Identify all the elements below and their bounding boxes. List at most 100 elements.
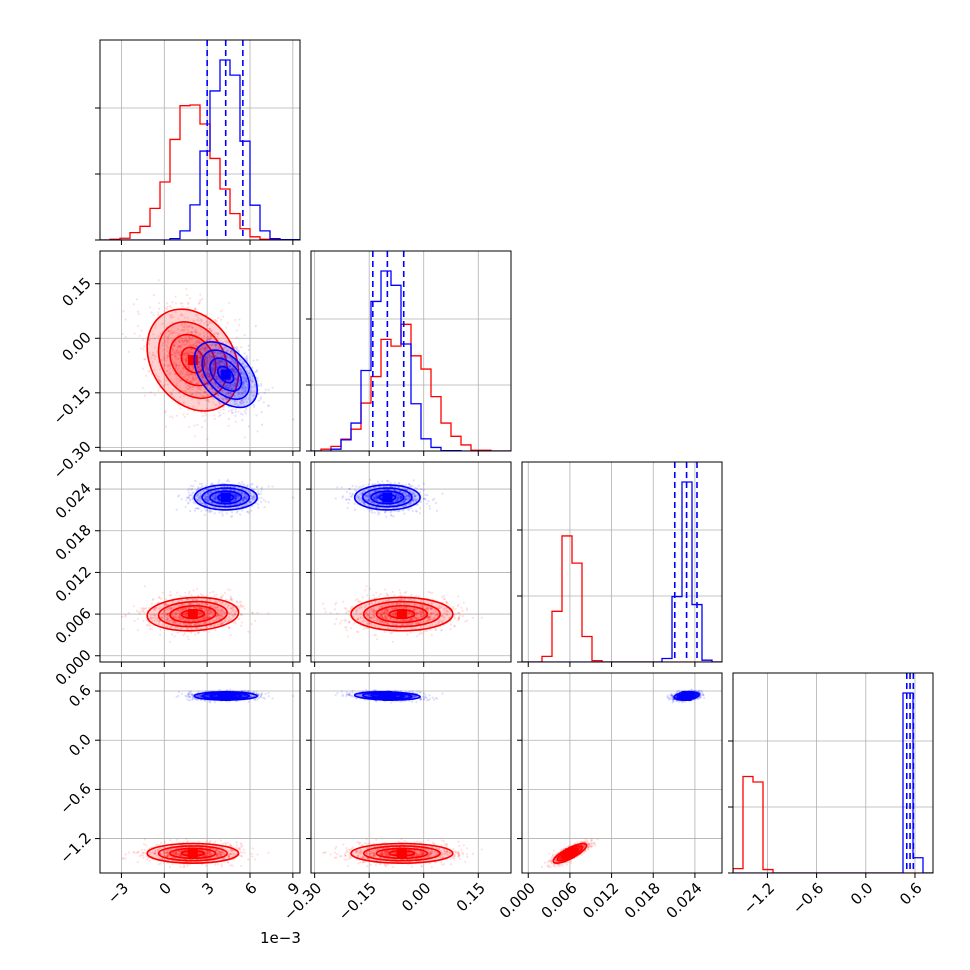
point (204, 347, 207, 350)
point (171, 332, 174, 335)
point (220, 595, 224, 598)
point (233, 372, 236, 375)
point (167, 618, 170, 621)
point (234, 495, 237, 498)
point (211, 370, 214, 373)
point (148, 369, 151, 373)
point (195, 390, 199, 394)
point (193, 623, 196, 626)
point (228, 394, 232, 397)
point (195, 602, 199, 605)
point (186, 373, 189, 377)
point (170, 614, 173, 617)
point (216, 359, 219, 362)
point (229, 606, 233, 610)
point (205, 365, 208, 368)
point (245, 408, 248, 411)
point (197, 365, 200, 369)
point (232, 358, 235, 362)
point (251, 483, 254, 486)
point (188, 606, 191, 610)
point (234, 414, 237, 417)
point (183, 608, 186, 611)
point (216, 612, 219, 615)
point (195, 382, 199, 385)
point (169, 391, 172, 394)
point (185, 326, 188, 329)
point (209, 335, 213, 338)
point (197, 627, 200, 630)
point (162, 384, 166, 387)
point (226, 386, 229, 389)
point (186, 370, 189, 373)
point (208, 338, 212, 341)
point (157, 313, 160, 316)
point (235, 348, 238, 351)
point (200, 618, 203, 621)
point (191, 602, 194, 605)
point (336, 612, 339, 615)
point (198, 356, 201, 359)
point (220, 609, 223, 612)
point (177, 600, 180, 603)
point (179, 369, 182, 372)
point (170, 314, 173, 317)
point (159, 597, 163, 600)
point (231, 370, 234, 373)
point (200, 618, 203, 622)
point (204, 360, 207, 363)
point (454, 608, 457, 611)
point (192, 343, 195, 346)
point (148, 351, 151, 354)
point (164, 409, 167, 413)
point (149, 391, 152, 394)
point (135, 298, 139, 301)
point (185, 360, 188, 363)
point (234, 396, 238, 399)
point (172, 316, 175, 319)
point (185, 618, 188, 622)
point (165, 357, 169, 360)
point (174, 295, 177, 298)
point (206, 614, 209, 617)
point (216, 355, 219, 358)
point (228, 385, 231, 388)
point (152, 314, 155, 317)
point (210, 321, 214, 325)
point (205, 362, 208, 365)
point (242, 377, 245, 380)
point (199, 293, 202, 296)
point (197, 606, 200, 609)
point (148, 628, 151, 631)
point (239, 513, 242, 516)
point (230, 409, 233, 412)
y-tick-label: −0.30 (50, 437, 95, 482)
point (204, 602, 207, 605)
point (203, 419, 206, 422)
point (227, 365, 230, 368)
point (174, 311, 177, 314)
point (171, 612, 174, 616)
point (260, 382, 263, 385)
point (187, 491, 190, 494)
point (207, 368, 210, 371)
point (204, 608, 207, 612)
point (186, 384, 189, 387)
point (376, 638, 379, 641)
point (218, 361, 221, 364)
point (237, 383, 240, 386)
point (211, 362, 215, 365)
point (239, 403, 242, 406)
point (237, 404, 240, 407)
point (165, 359, 168, 362)
point (178, 341, 182, 344)
point (195, 331, 198, 334)
point (186, 328, 190, 332)
point (177, 495, 180, 498)
point (241, 372, 244, 375)
point (198, 612, 201, 615)
point (187, 364, 191, 368)
point (217, 610, 220, 613)
point (199, 299, 202, 302)
point (191, 598, 194, 602)
